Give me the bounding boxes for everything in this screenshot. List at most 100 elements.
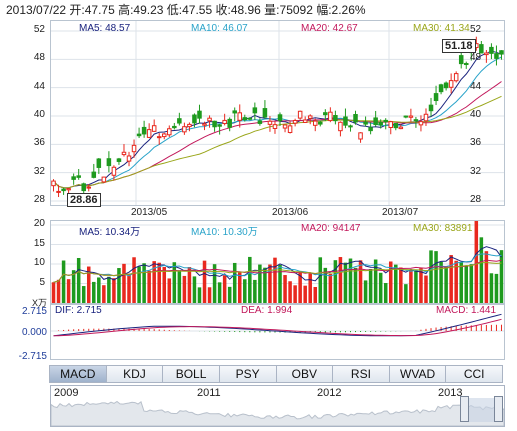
volume-bar	[273, 257, 277, 303]
candle-body	[131, 144, 137, 153]
candle-body	[448, 80, 454, 88]
macd-chart	[51, 313, 504, 337]
candle-body	[71, 176, 76, 180]
volume-bar	[499, 250, 504, 303]
candle-body	[151, 125, 157, 132]
volume-bar	[162, 267, 167, 303]
candle-body	[353, 114, 358, 123]
volume-bar	[338, 257, 343, 303]
candle-body	[141, 126, 147, 135]
tab-rsi[interactable]: RSI	[332, 365, 390, 383]
macd-panel[interactable]: DIF: 2.715 DEA: 1.994 MACD: 1.441	[50, 304, 505, 360]
kline-y-tick: 40	[33, 109, 45, 120]
volume-bar	[217, 282, 222, 303]
volume-bar	[459, 262, 463, 303]
candle-body	[277, 114, 283, 122]
candle-body	[453, 73, 459, 82]
candlestick-panel[interactable]: MA5: 48.57 MA10: 46.07 MA20: 42.67 MA30:…	[50, 20, 505, 207]
volume-bar	[197, 287, 202, 303]
candle-body	[494, 53, 499, 59]
candle-body	[247, 117, 253, 120]
kline-ma5-legend: MA5: 48.57	[79, 23, 131, 34]
candle-body	[484, 52, 489, 56]
volume-bar	[212, 264, 217, 303]
volume-bar	[92, 281, 96, 303]
candle-body	[96, 158, 102, 168]
volume-bar	[66, 279, 71, 303]
navigator-left-handle[interactable]	[460, 396, 469, 422]
volume-bar	[318, 257, 323, 303]
candle-body	[187, 123, 192, 128]
nav-year-2009: 2009	[54, 387, 79, 399]
kline-y-tick: 28	[33, 194, 45, 205]
candle-body	[328, 111, 333, 122]
tab-boll[interactable]: BOLL	[162, 365, 220, 383]
volume-bar	[192, 276, 197, 303]
volume-bar	[232, 262, 237, 303]
candle-body	[66, 188, 71, 191]
tab-obv[interactable]: OBV	[275, 365, 334, 383]
volume-bar	[61, 260, 66, 303]
volume-bar	[177, 270, 182, 303]
kline-y-tick: 48	[33, 52, 45, 64]
volume-bar	[464, 265, 469, 303]
tab-cci[interactable]: CCI	[445, 365, 503, 383]
high-price-callout: 51.18	[442, 39, 476, 53]
candle-body	[413, 119, 419, 122]
volume-bar	[348, 258, 353, 303]
volume-bar	[474, 215, 479, 303]
volume-bar	[439, 261, 443, 303]
volume-chart	[51, 215, 504, 303]
indicator-tabs: MACD KDJ BOLL PSY OBV RSI WVAD CCI	[49, 365, 503, 383]
candle-body	[368, 127, 373, 132]
volume-y-tick: 5	[39, 276, 45, 288]
kline-ma-line	[53, 50, 502, 189]
nav-year-2011: 2011	[197, 387, 221, 399]
macd-y-top: 2.715	[21, 306, 47, 317]
kline-y-tick-right: 48	[470, 52, 482, 64]
candle-body	[232, 110, 237, 114]
candle-body	[318, 121, 323, 125]
candle-body	[161, 133, 167, 138]
volume-bar	[172, 262, 177, 303]
candle-body	[267, 120, 273, 125]
kline-y-tick: 36	[33, 137, 45, 149]
candle-body	[257, 120, 263, 124]
candle-body	[292, 119, 298, 124]
volume-bar	[97, 277, 101, 303]
navigator-selection	[464, 398, 498, 422]
tab-kdj[interactable]: KDJ	[105, 365, 164, 383]
volume-bar	[409, 269, 413, 303]
navigator-right-handle[interactable]	[494, 396, 503, 422]
volume-bar	[454, 260, 458, 303]
tab-macd[interactable]: MACD	[49, 365, 107, 383]
tab-wvad[interactable]: WVAD	[388, 365, 447, 383]
candle-body	[237, 112, 243, 121]
time-range-navigator[interactable]: 2009 2011 2012 2013	[50, 385, 505, 427]
volume-bar	[243, 279, 247, 303]
volume-bar	[414, 270, 418, 303]
candle-body	[348, 125, 353, 128]
candle-body	[323, 112, 328, 116]
macd-y-bottom: -2.715	[18, 351, 47, 362]
candle-body	[227, 118, 232, 128]
kline-ma-line	[53, 56, 502, 189]
candle-body	[222, 119, 227, 125]
candle-body	[438, 84, 444, 93]
candle-body	[202, 123, 207, 126]
volume-ma-line	[53, 253, 502, 283]
candle-body	[106, 158, 112, 167]
volume-bar	[394, 264, 398, 303]
volume-ma-line	[53, 246, 502, 283]
x-label-jun: 2013/06	[272, 207, 309, 218]
volume-bar	[237, 272, 242, 303]
volume-bar	[373, 259, 378, 303]
candle-body	[333, 115, 338, 122]
candle-body	[378, 121, 383, 126]
candle-body	[383, 119, 388, 123]
tab-psy[interactable]: PSY	[218, 365, 277, 383]
volume-bar	[368, 269, 373, 303]
volume-bar	[117, 268, 121, 303]
volume-panel[interactable]: MA5: 10.34万 MA10: 10.30万 MA20: 94147 MA3…	[50, 215, 505, 304]
candle-body	[499, 50, 504, 55]
